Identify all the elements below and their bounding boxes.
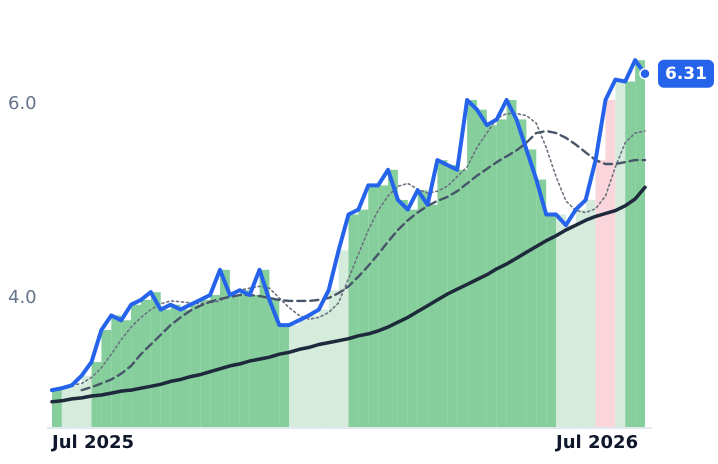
price-bar — [328, 290, 339, 428]
price-bar — [348, 214, 359, 428]
price-bar — [71, 385, 82, 428]
price-bar — [378, 185, 389, 428]
price-bar — [496, 119, 507, 429]
price-bar — [595, 160, 606, 428]
last-value-label: 6.31 — [665, 64, 707, 84]
price-bar — [457, 169, 468, 429]
series-line — [80, 129, 647, 392]
price-bar — [121, 320, 132, 428]
price-bar — [52, 390, 62, 428]
price-bar — [299, 320, 309, 428]
series-line — [50, 185, 647, 404]
price-bar — [200, 299, 211, 428]
price-bar — [279, 325, 290, 428]
price-bar — [308, 315, 319, 428]
price-bar — [61, 388, 72, 428]
price-bar — [259, 269, 270, 428]
last-value-dot — [639, 68, 651, 80]
price-bar — [397, 199, 408, 428]
price-bar — [575, 209, 586, 428]
price-bar — [140, 299, 151, 428]
x-tick-label: Jul 2026 — [554, 432, 638, 453]
price-bar — [190, 304, 201, 428]
price-bar — [437, 160, 448, 428]
price-bar — [407, 209, 418, 428]
price-bar — [467, 99, 477, 429]
last-value-badge — [658, 59, 714, 88]
price-bar — [150, 292, 161, 428]
price-bar — [506, 99, 517, 429]
price-bar — [180, 309, 191, 428]
price-bar — [269, 299, 280, 428]
price-bar — [585, 199, 596, 428]
price-bar — [318, 309, 329, 428]
price-bar — [625, 81, 636, 429]
price-bar — [101, 329, 112, 428]
price-bar — [615, 79, 626, 428]
price-bar — [220, 269, 230, 428]
price-bar — [486, 125, 497, 429]
price-bar — [289, 325, 300, 428]
price-bar — [635, 60, 645, 429]
price-bar — [111, 315, 122, 428]
price-bar — [605, 99, 616, 429]
price-bar — [170, 304, 181, 428]
y-tick-label: 4.0 — [8, 287, 37, 308]
y-tick-label: 6.0 — [8, 93, 37, 114]
series-line — [71, 112, 646, 387]
price-bar — [368, 185, 379, 428]
price-bar — [210, 295, 221, 428]
price-bar — [388, 169, 398, 429]
price-bar — [81, 375, 92, 428]
price-bar — [239, 290, 250, 428]
price-bar — [565, 225, 576, 428]
price-bar — [427, 204, 438, 428]
price-bar — [447, 164, 458, 429]
price-bar — [516, 119, 527, 429]
price-bar — [546, 214, 557, 428]
price-bar — [526, 149, 537, 428]
x-tick-label: Jul 2025 — [50, 432, 134, 453]
series-line — [50, 58, 647, 393]
price-bar — [556, 214, 566, 428]
price-bar — [160, 309, 171, 428]
price-bar — [476, 109, 487, 428]
price-bar — [229, 295, 240, 428]
price-bar — [536, 179, 547, 428]
price-bar — [131, 304, 141, 428]
price-bar — [358, 209, 369, 428]
